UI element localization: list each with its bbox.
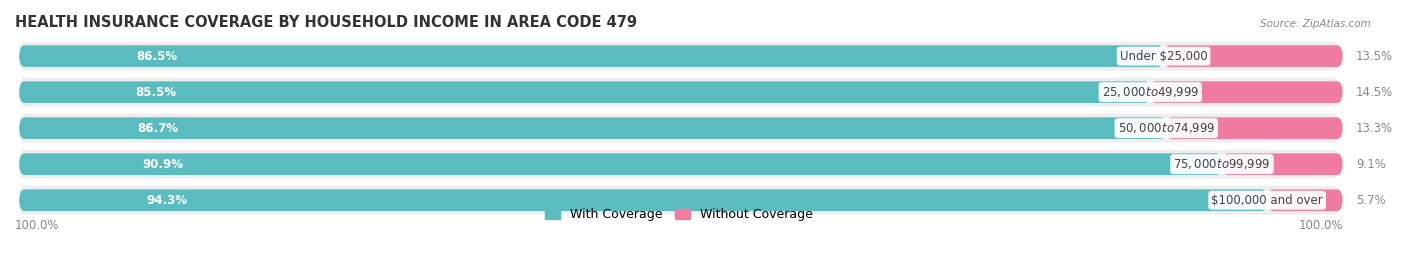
FancyBboxPatch shape xyxy=(20,78,1339,107)
FancyBboxPatch shape xyxy=(20,153,1222,175)
Text: 100.0%: 100.0% xyxy=(1298,219,1343,232)
Text: 85.5%: 85.5% xyxy=(135,86,176,99)
Text: 14.5%: 14.5% xyxy=(1357,86,1393,99)
FancyBboxPatch shape xyxy=(1150,81,1343,103)
Text: $25,000 to $49,999: $25,000 to $49,999 xyxy=(1101,85,1199,99)
Text: 9.1%: 9.1% xyxy=(1357,158,1386,171)
Text: HEALTH INSURANCE COVERAGE BY HOUSEHOLD INCOME IN AREA CODE 479: HEALTH INSURANCE COVERAGE BY HOUSEHOLD I… xyxy=(15,15,637,30)
Text: 5.7%: 5.7% xyxy=(1357,194,1386,207)
FancyBboxPatch shape xyxy=(20,150,1339,179)
Text: 86.7%: 86.7% xyxy=(136,122,177,135)
Text: $75,000 to $99,999: $75,000 to $99,999 xyxy=(1173,157,1271,171)
Text: 13.3%: 13.3% xyxy=(1357,122,1393,135)
FancyBboxPatch shape xyxy=(20,186,1339,215)
FancyBboxPatch shape xyxy=(1222,153,1343,175)
Text: 86.5%: 86.5% xyxy=(136,49,177,63)
FancyBboxPatch shape xyxy=(1166,117,1343,139)
Text: $50,000 to $74,999: $50,000 to $74,999 xyxy=(1118,121,1215,135)
Text: 100.0%: 100.0% xyxy=(15,219,59,232)
Text: 13.5%: 13.5% xyxy=(1357,49,1393,63)
FancyBboxPatch shape xyxy=(1164,45,1343,67)
Text: 90.9%: 90.9% xyxy=(142,158,183,171)
FancyBboxPatch shape xyxy=(20,189,1267,211)
Text: $100,000 and over: $100,000 and over xyxy=(1212,194,1323,207)
FancyBboxPatch shape xyxy=(20,117,1166,139)
FancyBboxPatch shape xyxy=(20,42,1339,70)
FancyBboxPatch shape xyxy=(20,81,1150,103)
FancyBboxPatch shape xyxy=(1267,189,1343,211)
FancyBboxPatch shape xyxy=(20,114,1339,143)
Text: 94.3%: 94.3% xyxy=(146,194,188,207)
Legend: With Coverage, Without Coverage: With Coverage, Without Coverage xyxy=(540,203,818,226)
FancyBboxPatch shape xyxy=(20,45,1164,67)
Text: Source: ZipAtlas.com: Source: ZipAtlas.com xyxy=(1260,19,1371,29)
Text: Under $25,000: Under $25,000 xyxy=(1119,49,1208,63)
